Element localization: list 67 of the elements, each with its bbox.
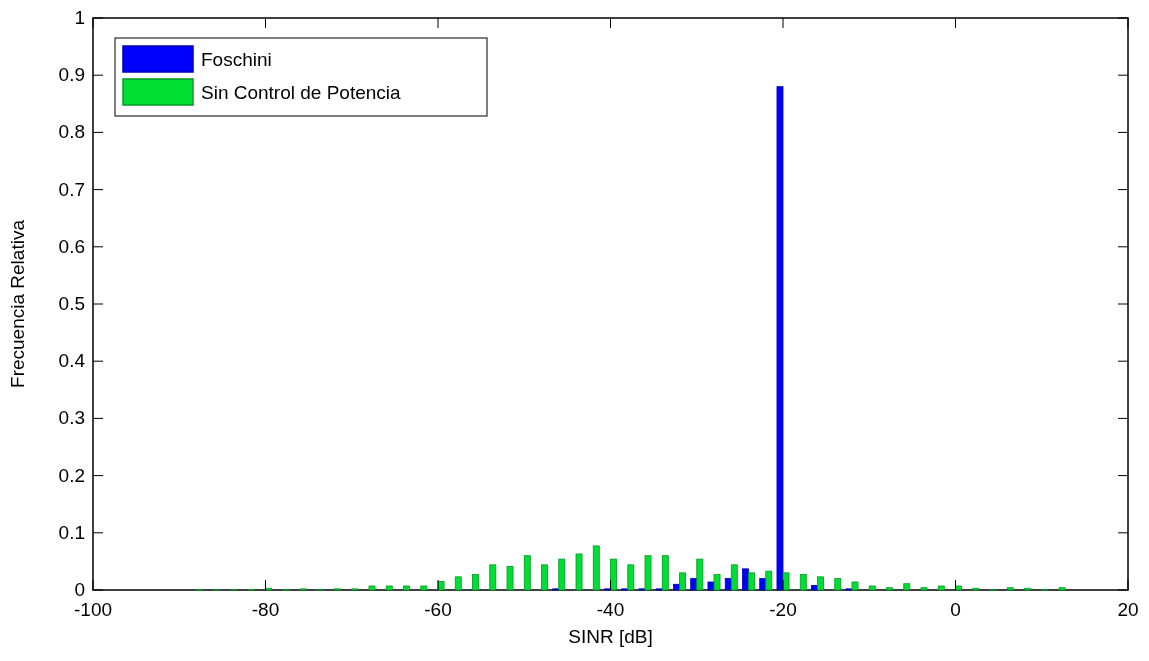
bar	[1058, 587, 1066, 591]
bar	[742, 568, 749, 591]
bar	[776, 86, 784, 591]
bar	[955, 585, 962, 591]
y-tick-label: 0.3	[58, 407, 85, 429]
bar	[489, 564, 497, 591]
y-tick-label: 0.5	[58, 293, 85, 314]
y-tick-label: 0.9	[58, 64, 85, 86]
bar	[1006, 587, 1014, 591]
bar	[696, 558, 704, 591]
bar	[730, 564, 738, 591]
bar	[851, 581, 859, 591]
y-tick-label: 0.8	[58, 121, 85, 143]
bar	[558, 558, 566, 591]
x-tick-label: 0	[950, 599, 961, 620]
bar	[811, 585, 818, 591]
bar	[920, 587, 928, 591]
y-axis-title: Frecuencia Relativa	[7, 219, 28, 388]
bar	[707, 581, 715, 591]
x-tick-label: 20	[1117, 599, 1139, 620]
bar	[437, 581, 445, 591]
bar	[420, 585, 428, 591]
bar	[799, 574, 807, 591]
x-tick-label: -20	[769, 599, 797, 620]
y-tick-label: 0.4	[58, 350, 86, 372]
bar	[834, 578, 842, 591]
bar	[903, 583, 911, 591]
y-tick-label: 0.2	[58, 464, 85, 486]
bar	[472, 574, 479, 591]
bar	[782, 572, 790, 591]
bar	[523, 555, 531, 591]
bar	[610, 558, 617, 591]
y-tick-label: 0	[74, 579, 85, 600]
y-tick-label: 0.1	[58, 521, 85, 543]
bar	[644, 555, 652, 591]
bar	[868, 585, 876, 591]
bar	[817, 576, 824, 591]
bar	[759, 578, 767, 591]
bar	[403, 585, 410, 591]
bar	[673, 583, 680, 591]
bar	[690, 578, 698, 591]
bar	[886, 587, 893, 591]
bar	[937, 585, 945, 591]
bar	[765, 570, 773, 591]
bar	[385, 585, 393, 591]
bar	[661, 555, 669, 591]
legend-label: Foschini	[201, 49, 272, 70]
y-tick-label: 0.6	[58, 235, 85, 257]
bar	[592, 545, 600, 591]
bar	[713, 574, 721, 591]
y-tick-label: 0.7	[58, 178, 85, 200]
bar	[748, 572, 755, 591]
x-tick-label: -40	[596, 599, 625, 620]
bar	[454, 576, 462, 591]
x-tick-label: -60	[424, 599, 452, 620]
y-tick-label: 1	[74, 7, 85, 28]
legend-label: Sin Control de Potencia	[201, 82, 402, 103]
x-tick-label: -100	[73, 599, 113, 620]
bar	[679, 572, 686, 591]
x-axis-title: SINR [dB]	[568, 626, 653, 647]
bar	[575, 553, 583, 591]
x-tick-label: -80	[251, 599, 280, 620]
bar	[627, 564, 635, 591]
bar	[506, 566, 514, 591]
bar	[541, 564, 548, 591]
bar	[368, 585, 376, 591]
bar	[724, 578, 732, 591]
